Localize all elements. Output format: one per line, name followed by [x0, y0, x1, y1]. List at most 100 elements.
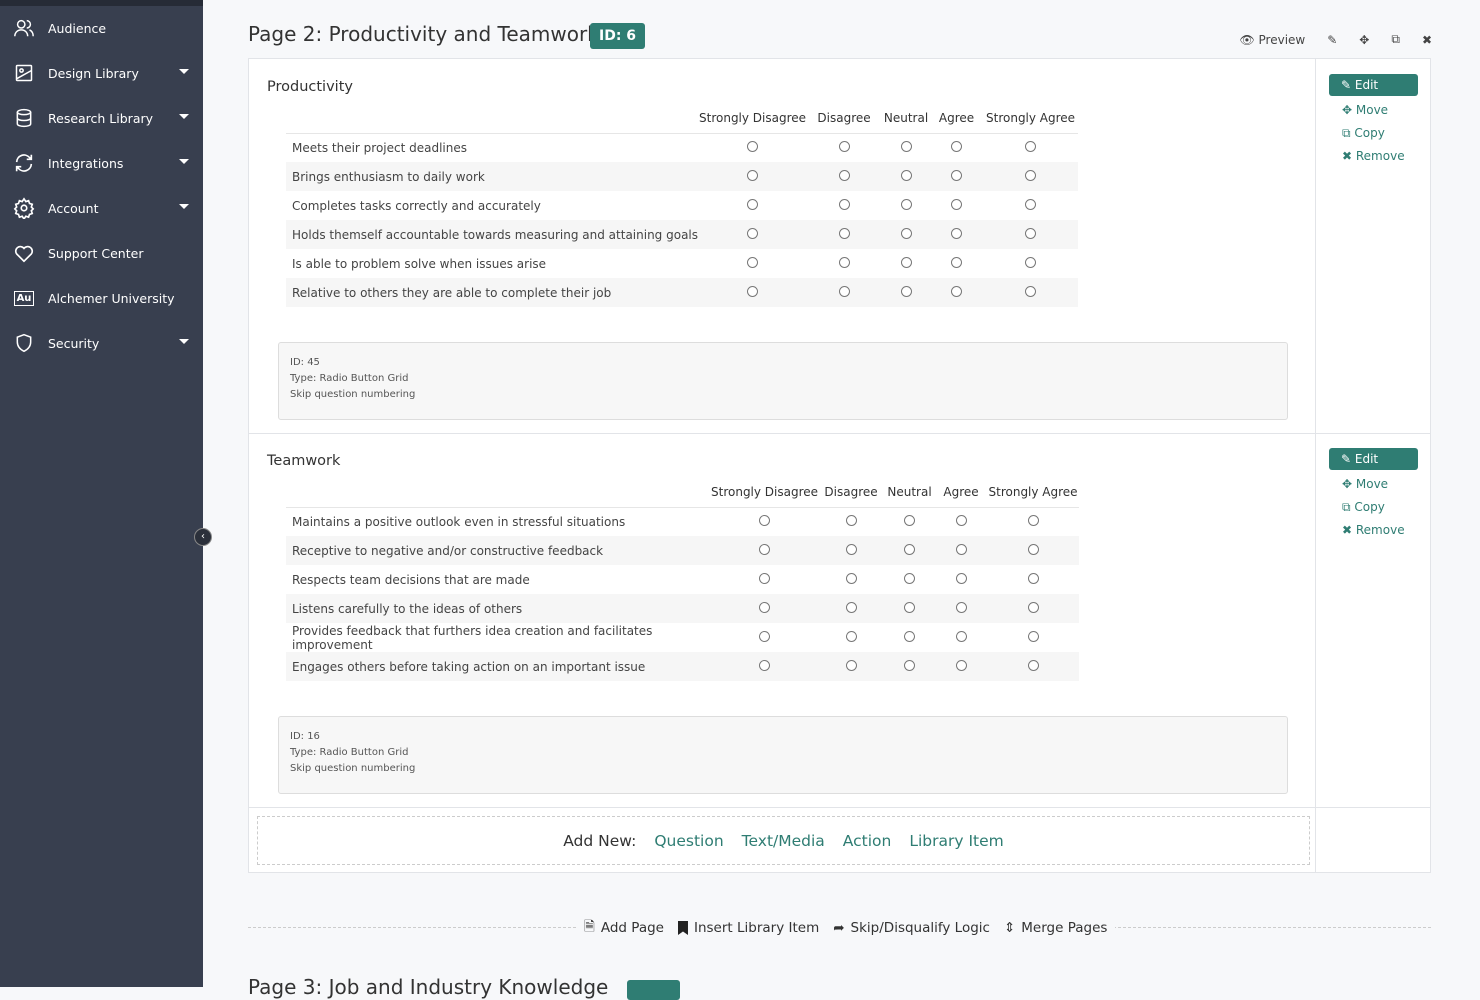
- radio-button[interactable]: [904, 572, 916, 584]
- radio-button[interactable]: [845, 543, 857, 555]
- radio-button[interactable]: [1025, 198, 1037, 210]
- radio-button[interactable]: [951, 227, 963, 239]
- radio-button[interactable]: [1027, 659, 1039, 671]
- radio-button[interactable]: [955, 514, 967, 526]
- radio-button[interactable]: [759, 630, 771, 642]
- radio-button[interactable]: [904, 543, 916, 555]
- skip-logic-button[interactable]: ➦ Skip/Disqualify Logic: [833, 920, 990, 936]
- radio-button[interactable]: [900, 198, 912, 210]
- caret-down-icon[interactable]: [179, 159, 189, 164]
- merge-pages-button[interactable]: ⇕ Merge Pages: [1004, 920, 1107, 936]
- radio-button[interactable]: [900, 227, 912, 239]
- sidebar-item-security[interactable]: Security: [0, 323, 203, 363]
- add-library-item-link[interactable]: Library Item: [909, 831, 1004, 850]
- pencil-icon: ✎: [1341, 452, 1355, 466]
- radio-button[interactable]: [955, 601, 967, 613]
- add-page-button[interactable]: 🗎 Add Page: [584, 917, 664, 940]
- sidebar-item-design-library[interactable]: Design Library: [0, 53, 203, 93]
- move-button[interactable]: ✥ Move: [1329, 473, 1418, 496]
- radio-button[interactable]: [904, 514, 916, 526]
- radio-button[interactable]: [904, 630, 916, 642]
- question-productivity: Productivity Strongly Disagree Disagree Neu…: [249, 59, 1430, 433]
- radio-button[interactable]: [845, 630, 857, 642]
- radio-button[interactable]: [951, 198, 963, 210]
- caret-down-icon[interactable]: [179, 339, 189, 344]
- radio-button[interactable]: [845, 572, 857, 584]
- radio-button[interactable]: [1025, 256, 1037, 268]
- radio-button[interactable]: [759, 601, 771, 613]
- radio-button[interactable]: [838, 198, 850, 210]
- radio-button[interactable]: [1025, 169, 1037, 181]
- move-button[interactable]: ✥ Move: [1329, 99, 1418, 122]
- move-page-button[interactable]: ✥: [1359, 33, 1369, 47]
- radio-button[interactable]: [900, 256, 912, 268]
- add-action-link[interactable]: Action: [842, 831, 892, 850]
- actions-column-divider: [1315, 59, 1316, 872]
- copy-button[interactable]: ⧉ Copy: [1329, 496, 1418, 519]
- insert-library-item-button[interactable]: Insert Library Item: [677, 920, 819, 936]
- remove-button[interactable]: ✖ Remove: [1329, 145, 1418, 168]
- sidebar-item-research-library[interactable]: Research Library: [0, 98, 203, 138]
- radio-button[interactable]: [904, 601, 916, 613]
- radio-button[interactable]: [759, 514, 771, 526]
- radio-button[interactable]: [900, 140, 912, 152]
- radio-button[interactable]: [747, 227, 759, 239]
- collapse-sidebar-button[interactable]: ‹: [194, 528, 212, 546]
- add-text-media-link[interactable]: Text/Media: [741, 831, 825, 850]
- radio-button[interactable]: [904, 659, 916, 671]
- radio-button[interactable]: [951, 140, 963, 152]
- radio-button[interactable]: [1025, 140, 1037, 152]
- radio-button[interactable]: [1027, 601, 1039, 613]
- radio-button[interactable]: [838, 285, 850, 297]
- radio-button[interactable]: [845, 659, 857, 671]
- radio-button[interactable]: [955, 543, 967, 555]
- copy-button[interactable]: ⧉ Copy: [1329, 122, 1418, 145]
- caret-down-icon[interactable]: [179, 69, 189, 74]
- radio-button[interactable]: [1025, 285, 1037, 297]
- radio-button[interactable]: [1027, 514, 1039, 526]
- radio-button[interactable]: [900, 285, 912, 297]
- radio-button[interactable]: [838, 256, 850, 268]
- radio-button[interactable]: [1025, 227, 1037, 239]
- radio-button[interactable]: [955, 659, 967, 671]
- radio-button[interactable]: [900, 169, 912, 181]
- edit-button[interactable]: ✎ Edit: [1329, 74, 1418, 96]
- grid-row: Is able to problem solve when issues ari…: [286, 249, 1078, 278]
- delete-page-button[interactable]: ✖: [1422, 33, 1432, 47]
- caret-down-icon[interactable]: [179, 114, 189, 119]
- radio-button[interactable]: [747, 285, 759, 297]
- radio-button[interactable]: [838, 227, 850, 239]
- radio-button[interactable]: [747, 256, 759, 268]
- preview-button[interactable]: 👁 Preview: [1239, 33, 1305, 47]
- radio-button[interactable]: [955, 572, 967, 584]
- radio-button[interactable]: [845, 601, 857, 613]
- radio-button[interactable]: [1027, 630, 1039, 642]
- sidebar-item-integrations[interactable]: Integrations: [0, 143, 203, 183]
- radio-button[interactable]: [951, 169, 963, 181]
- copy-page-button[interactable]: ⧉: [1391, 32, 1400, 47]
- radio-button[interactable]: [759, 543, 771, 555]
- radio-button[interactable]: [838, 169, 850, 181]
- radio-button[interactable]: [747, 140, 759, 152]
- edit-page-button[interactable]: ✎: [1327, 33, 1337, 47]
- sidebar-item-account[interactable]: Account: [0, 188, 203, 228]
- sidebar-item-support-center[interactable]: Support Center: [0, 233, 203, 273]
- radio-button[interactable]: [838, 140, 850, 152]
- radio-button[interactable]: [1027, 572, 1039, 584]
- radio-button[interactable]: [759, 572, 771, 584]
- radio-button[interactable]: [955, 630, 967, 642]
- radio-button[interactable]: [845, 514, 857, 526]
- remove-button[interactable]: ✖ Remove: [1329, 519, 1418, 542]
- edit-button[interactable]: ✎ Edit: [1329, 448, 1418, 470]
- radio-button[interactable]: [747, 169, 759, 181]
- radio-button[interactable]: [1027, 543, 1039, 555]
- radio-button[interactable]: [951, 256, 963, 268]
- add-question-link[interactable]: Question: [654, 831, 724, 850]
- sidebar-item-audience[interactable]: Audience: [0, 8, 203, 48]
- radio-button[interactable]: [747, 198, 759, 210]
- caret-down-icon[interactable]: [179, 204, 189, 209]
- sidebar-item-alchemer-university[interactable]: Au Alchemer University: [0, 278, 203, 318]
- sidebar-item-label: Support Center: [48, 245, 144, 261]
- radio-button[interactable]: [951, 285, 963, 297]
- radio-button[interactable]: [759, 659, 771, 671]
